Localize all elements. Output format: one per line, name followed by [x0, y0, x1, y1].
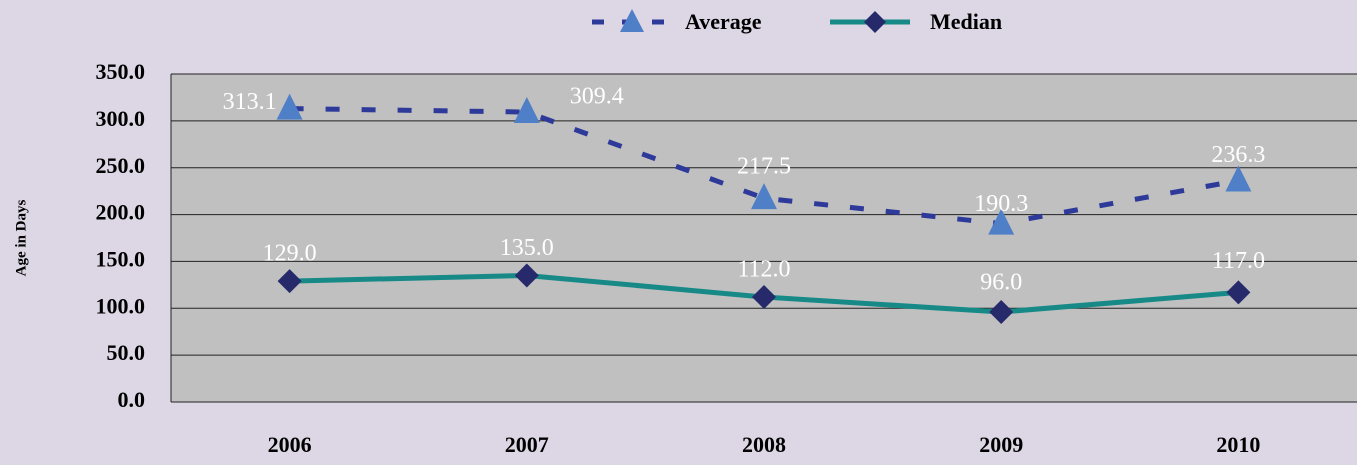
y-axis-label: Age in Days — [13, 200, 29, 277]
y-tick-label: 250.0 — [96, 153, 146, 178]
point — [276, 93, 303, 120]
data-label: 236.3 — [1211, 142, 1265, 168]
point — [514, 263, 539, 288]
y-tick-label: 300.0 — [96, 106, 146, 131]
data-label: 190.3 — [974, 191, 1028, 217]
y-tick-label: 200.0 — [96, 200, 146, 225]
x-tick-label: 2009 — [979, 432, 1023, 457]
data-label: 96.0 — [980, 270, 1022, 296]
x-tick-label: 2007 — [505, 432, 549, 457]
point — [751, 183, 777, 210]
x-tick-label: 2008 — [742, 432, 786, 457]
data-label: 129.0 — [263, 241, 317, 267]
plot-area — [171, 74, 1357, 402]
y-tick-label: 150.0 — [96, 246, 146, 271]
point — [988, 208, 1015, 235]
point — [752, 285, 776, 310]
data-label: 112.0 — [737, 257, 790, 283]
x-tick-label: 2010 — [1216, 432, 1260, 457]
data-label: 135.0 — [500, 235, 554, 261]
data-label: 217.5 — [737, 154, 791, 180]
legend-marker — [864, 11, 886, 33]
y-tick-label: 100.0 — [96, 293, 146, 318]
point — [277, 269, 302, 294]
data-label: 117.0 — [1212, 248, 1265, 274]
legend-marker — [620, 9, 644, 32]
legend-label: Median — [930, 9, 1002, 34]
y-tick-label: 0.0 — [118, 387, 146, 412]
data-label: 309.4 — [570, 84, 624, 110]
y-tick-label: 50.0 — [107, 340, 146, 365]
x-tick-label: 2006 — [268, 432, 312, 457]
point — [513, 97, 540, 124]
y-tick-label: 350.0 — [96, 59, 146, 84]
point — [1225, 165, 1252, 192]
point — [1226, 280, 1251, 305]
data-label: 313.1 — [223, 89, 277, 115]
point — [989, 300, 1014, 325]
legend-label: Average — [685, 9, 762, 34]
